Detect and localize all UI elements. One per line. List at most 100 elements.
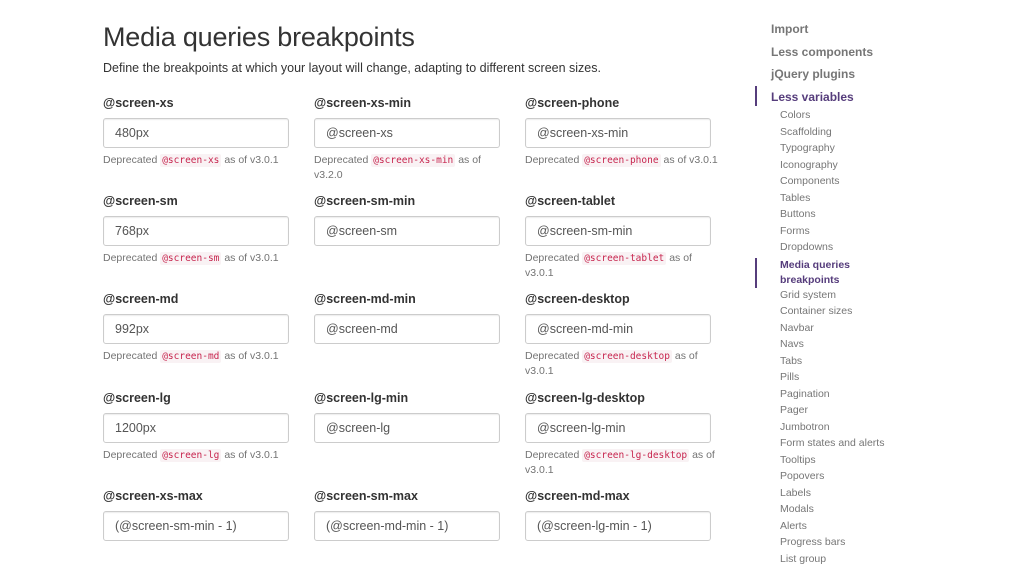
sidenav-subitem-popovers[interactable]: Popovers bbox=[780, 470, 825, 482]
help-suffix: as of v3.0.1 bbox=[525, 252, 692, 279]
variable-input[interactable] bbox=[314, 413, 500, 443]
help-text: Deprecated @screen-sm as of v3.0.1 bbox=[103, 251, 298, 266]
help-prefix: Deprecated bbox=[103, 154, 161, 166]
help-suffix: as of v3.0.1 bbox=[221, 350, 279, 362]
sidenav-subitem-jumbotron[interactable]: Jumbotron bbox=[780, 420, 830, 433]
form-group: @screen-lgDeprecated @screen-lg as of v3… bbox=[103, 390, 298, 463]
field-label: @screen-md-min bbox=[314, 292, 416, 306]
sidenav-subitem-form-states-and-alerts[interactable]: Form states and alerts bbox=[780, 437, 885, 449]
variable-input[interactable] bbox=[525, 118, 711, 148]
sidenav-subitem-media-queries-breakpoints[interactable]: Media queries breakpoints bbox=[780, 258, 850, 288]
variable-input[interactable] bbox=[103, 314, 289, 344]
docs-sidebar-nav: Import Less components jQuery plugins Less … bbox=[755, 0, 1024, 569]
form-group: @screen-lg-min bbox=[314, 390, 509, 443]
sidenav-item-import[interactable]: Import bbox=[771, 22, 809, 36]
sidenav-subitem-progress-bars[interactable]: Progress bars bbox=[780, 536, 846, 548]
variable-input[interactable] bbox=[525, 511, 711, 541]
form-group: @screen-desktopDeprecated @screen-deskto… bbox=[525, 291, 720, 379]
deprecated-variable-code: @screen-xs-min bbox=[371, 154, 456, 167]
active-indicator bbox=[755, 86, 757, 106]
sidenav-subitem-buttons[interactable]: Buttons bbox=[780, 208, 816, 220]
help-prefix: Deprecated bbox=[314, 154, 372, 166]
sidenav-subitem-navbar[interactable]: Navbar bbox=[780, 321, 814, 334]
variable-input[interactable] bbox=[314, 314, 500, 344]
sidenav-subitem-label: breakpoints bbox=[780, 273, 840, 286]
sidenav-subitem-components[interactable]: Components bbox=[780, 175, 840, 187]
main-content: Media queries breakpoints Define the bre… bbox=[103, 22, 720, 541]
field-label: @screen-lg-desktop bbox=[525, 391, 645, 405]
form-group: @screen-phone Deprecated @screen-phone as… bbox=[525, 95, 720, 168]
sidenav-item-jquery-plugins[interactable]: jQuery plugins bbox=[771, 67, 856, 81]
help-prefix: Deprecated bbox=[103, 449, 161, 461]
sidenav-subitem-grid-system[interactable]: Grid system bbox=[780, 288, 837, 301]
variable-input[interactable] bbox=[314, 511, 500, 541]
form-group: @screen-mdDeprecated @screen-md as of v3… bbox=[103, 291, 298, 364]
help-text: Deprecated @screen-md as of v3.0.1 bbox=[103, 349, 298, 364]
deprecated-variable-code: @screen-sm bbox=[160, 252, 222, 265]
help-suffix: as of v3.0.1 bbox=[221, 252, 279, 264]
help-prefix: Deprecated bbox=[525, 252, 583, 264]
sidenav-subitem-navs[interactable]: Navs bbox=[780, 338, 804, 350]
sidenav-subitem-tables[interactable]: Tables bbox=[780, 191, 811, 204]
help-text: Deprecated @screen-lg-desktop as of v3.0… bbox=[525, 448, 720, 478]
field-label: @screen-tablet bbox=[525, 194, 615, 208]
help-text: Deprecated @screen-desktop as of v3.0.1 bbox=[525, 349, 720, 379]
active-sub-indicator bbox=[755, 258, 757, 288]
sidenav-subitem-container-sizes[interactable]: Container sizes bbox=[780, 305, 853, 317]
help-prefix: Deprecated bbox=[103, 252, 161, 264]
variable-input[interactable] bbox=[314, 216, 500, 246]
variable-input[interactable] bbox=[525, 314, 711, 344]
variable-input[interactable] bbox=[314, 118, 500, 148]
page-subtitle: Define the breakpoints at which your lay… bbox=[103, 61, 601, 75]
variable-input[interactable] bbox=[103, 413, 289, 443]
sidenav-item-less-variables[interactable]: Less variables bbox=[771, 90, 854, 104]
variable-input[interactable] bbox=[103, 216, 289, 246]
sidenav-subitem-colors[interactable]: Colors bbox=[780, 109, 811, 121]
sidenav-subitem-alerts[interactable]: Alerts bbox=[780, 519, 807, 532]
sidenav-subitem-pager[interactable]: Pager bbox=[780, 404, 809, 416]
field-label: @screen-desktop bbox=[525, 292, 630, 306]
form-group: @screen-md-min bbox=[314, 291, 509, 344]
sidenav-subitem-labels[interactable]: Labels bbox=[780, 486, 811, 499]
field-label: @screen-md-max bbox=[525, 489, 630, 503]
deprecated-variable-code: @screen-lg-desktop bbox=[582, 449, 690, 462]
sidenav-subitem-modals[interactable]: Modals bbox=[780, 503, 814, 515]
sidenav-subitem-list-group[interactable]: List group bbox=[780, 552, 827, 565]
page-title: Media queries breakpoints bbox=[103, 22, 415, 52]
help-suffix: as of v3.0.1 bbox=[525, 350, 698, 377]
sidenav-subitem-dropdowns[interactable]: Dropdowns bbox=[780, 241, 834, 253]
field-label: @screen-xs-min bbox=[314, 96, 411, 110]
sidenav-subitem-pagination[interactable]: Pagination bbox=[780, 387, 830, 400]
sidenav-item-less-components[interactable]: Less components bbox=[771, 45, 874, 59]
help-suffix: as of v3.0.1 bbox=[525, 449, 715, 476]
help-suffix: as of v3.0.1 bbox=[221, 449, 279, 461]
form-group: @screen-tablet Deprecated @screen-tablet … bbox=[525, 193, 720, 281]
sidenav-subitem-typography[interactable]: Typography bbox=[780, 142, 835, 154]
variable-input[interactable] bbox=[525, 216, 711, 246]
field-label: @screen-xs bbox=[103, 96, 174, 110]
sidenav-subitem-label: Media queries bbox=[780, 258, 851, 271]
field-label: @screen-phone bbox=[525, 96, 620, 110]
sidenav-subitem-pills[interactable]: Pills bbox=[780, 371, 800, 383]
variable-input[interactable] bbox=[525, 413, 711, 443]
sidenav-subitem-forms[interactable]: Forms bbox=[780, 224, 810, 237]
variable-input[interactable] bbox=[103, 511, 289, 541]
help-suffix: as of v3.2.0 bbox=[314, 154, 481, 181]
help-prefix: Deprecated bbox=[525, 449, 583, 461]
field-label: @screen-md bbox=[103, 292, 179, 306]
field-label: @screen-sm bbox=[103, 194, 178, 208]
help-text: Deprecated @screen-phone as of v3.0.1 bbox=[525, 153, 720, 168]
deprecated-variable-code: @screen-xs bbox=[160, 154, 222, 167]
help-text: Deprecated @screen-tablet as of v3.0.1 bbox=[525, 251, 720, 281]
sidenav-subitem-tooltips[interactable]: Tooltips bbox=[780, 453, 816, 466]
variable-input[interactable] bbox=[103, 118, 289, 148]
sidenav-subitem-tabs[interactable]: Tabs bbox=[780, 354, 803, 367]
deprecated-variable-code: @screen-md bbox=[160, 350, 222, 363]
form-group: @screen-smDeprecated @screen-sm as of v3… bbox=[103, 193, 298, 266]
help-text: Deprecated @screen-xs as of v3.0.1 bbox=[103, 153, 298, 168]
sidenav-subitem-scaffolding[interactable]: Scaffolding bbox=[780, 125, 832, 138]
field-label: @screen-sm-min bbox=[314, 194, 416, 208]
deprecated-variable-code: @screen-desktop bbox=[582, 350, 672, 363]
sidenav-subitem-iconography[interactable]: Iconography bbox=[780, 158, 838, 171]
